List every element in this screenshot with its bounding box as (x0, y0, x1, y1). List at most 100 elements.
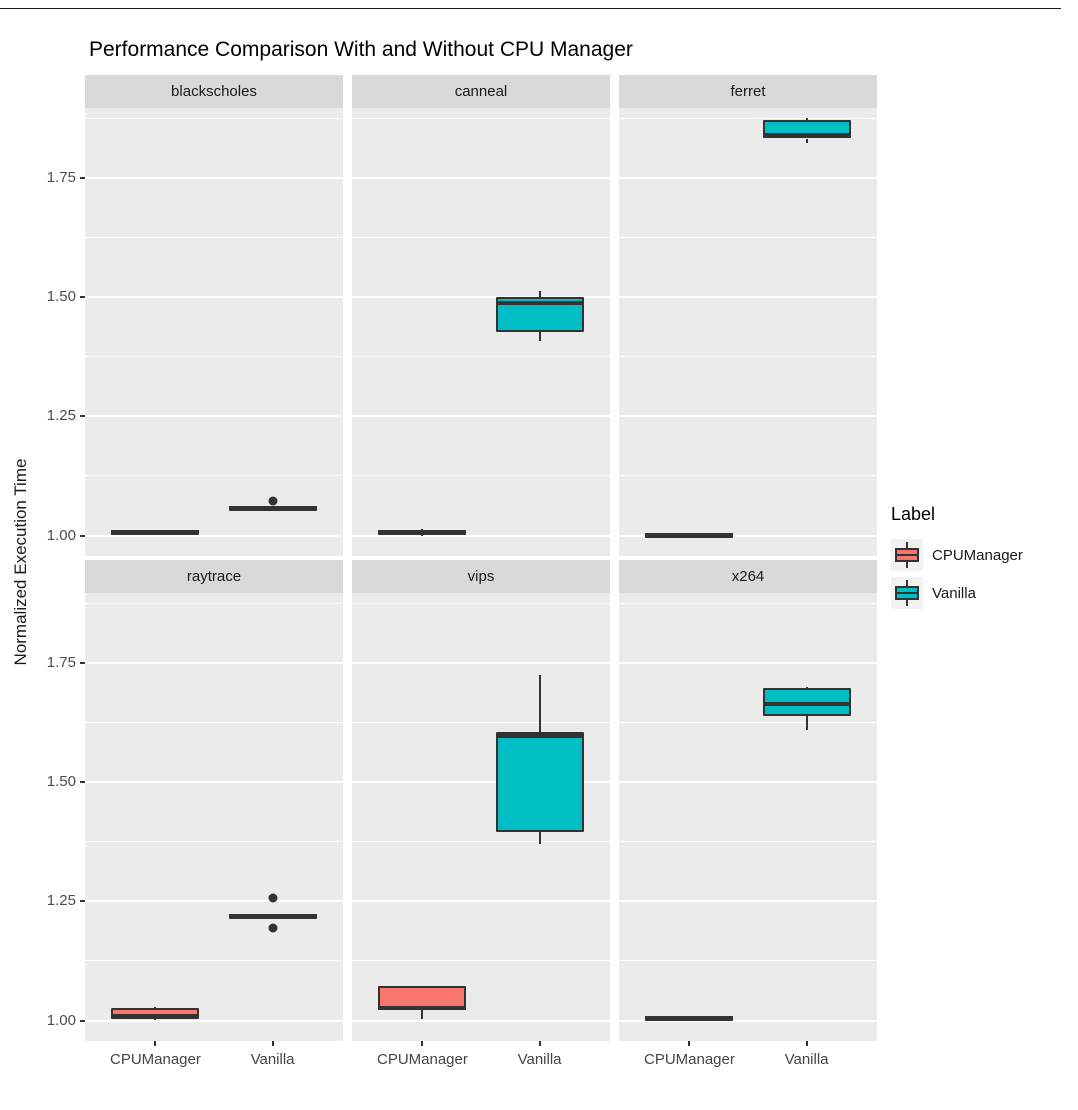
y-tick-mark (80, 177, 85, 180)
median-canneal-cpumanager (378, 530, 467, 535)
facet-panel-raytrace (85, 593, 343, 1041)
x-tick-label-cpumanager: CPUManager (376, 1051, 468, 1068)
facet-strip-vips: vips (352, 560, 610, 593)
gridline-major (85, 415, 343, 418)
whisker-lower-ferret-vanilla (805, 138, 808, 143)
y-tick-mark (80, 534, 85, 537)
y-tick-mark (80, 900, 85, 903)
legend-entries: CPUManager Vanilla (891, 539, 1023, 609)
x-tick-label-vanilla: Vanilla (250, 1051, 295, 1068)
gridline-minor (619, 475, 877, 477)
facet-panel-blackscholes (85, 108, 343, 556)
whisker-lower-vips-vanilla (538, 832, 541, 844)
gridline-major (85, 177, 343, 180)
x-tick-label-vanilla: Vanilla (784, 1051, 829, 1068)
y-tick-label: 1.25 (46, 892, 76, 910)
gridline-major (352, 534, 610, 537)
whisker-upper-ferret-vanilla (805, 118, 808, 120)
gridline-major (85, 296, 343, 299)
y-tick-label: 1.50 (46, 288, 76, 306)
whisker-upper-x264-vanilla (805, 686, 808, 688)
gridline-major (619, 415, 877, 418)
outlier-blackscholes-vanilla (268, 496, 278, 506)
facet-strip-blackscholes: blackscholes (85, 75, 343, 108)
gridline-minor (619, 237, 877, 239)
x-tick-label-cpumanager: CPUManager (109, 1051, 201, 1068)
legend: Label CPUManager Vanilla (891, 504, 1023, 615)
gridline-major (619, 534, 877, 537)
median-ferret-cpumanager (645, 532, 734, 537)
median-raytrace-cpumanager (111, 1013, 200, 1018)
legend-title: Label (891, 504, 936, 524)
y-tick-label: 1.00 (46, 1011, 76, 1029)
y-tick-mark (80, 662, 85, 665)
facet-panel-canneal (352, 108, 610, 556)
gridline-major (619, 781, 877, 784)
boxplot-key-icon (891, 577, 923, 609)
outlier-raytrace-vanilla (268, 923, 278, 933)
box-raytrace-cpumanager (111, 1007, 200, 1020)
x-tick-label-vanilla: Vanilla (517, 1051, 562, 1068)
gridline-major (619, 296, 877, 299)
whisker-lower-raytrace-cpumanager (154, 1019, 157, 1021)
whisker-lower-canneal-vanilla (538, 331, 541, 342)
gridline-major (619, 177, 877, 180)
gridline-minor (85, 117, 343, 119)
gridline-major (352, 296, 610, 299)
x-tick-mark (421, 1041, 424, 1046)
gridline-major (85, 1019, 343, 1022)
y-tick-label: 1.75 (46, 654, 76, 672)
x-tick-mark (154, 1041, 157, 1046)
facet-strip-raytrace: raytrace (85, 560, 343, 593)
gridline-minor (619, 841, 877, 843)
median-blackscholes-vanilla (228, 506, 317, 511)
x-tick-mark (688, 1041, 691, 1046)
facet-panel-ferret (619, 108, 877, 556)
boxplot-key-icon (891, 539, 923, 571)
gridline-minor (352, 960, 610, 962)
outlier-raytrace-vanilla (268, 893, 278, 903)
x-tick-mark (538, 1041, 541, 1046)
y-axis-title: Normalized Execution Time (11, 458, 30, 666)
median-x264-vanilla (762, 701, 851, 706)
median-ferret-vanilla (762, 133, 851, 138)
gridline-minor (352, 722, 610, 724)
facet-strip-x264: x264 (619, 560, 877, 593)
y-tick-label: 1.25 (46, 407, 76, 425)
gridline-major (619, 900, 877, 903)
gridline-minor (85, 602, 343, 604)
whisker-upper-canneal-vanilla (538, 291, 541, 298)
gridline-minor (352, 841, 610, 843)
gridline-minor (619, 602, 877, 604)
gridline-major (619, 1019, 877, 1022)
y-tick-label: 1.50 (46, 773, 76, 791)
median-blackscholes-cpumanager (111, 530, 200, 535)
x-tick-mark (271, 1041, 274, 1046)
x-tick-mark (805, 1041, 808, 1046)
facet-strip-ferret: ferret (619, 75, 877, 108)
y-tick-mark (80, 781, 85, 784)
median-vips-vanilla (495, 733, 584, 738)
gridline-minor (352, 117, 610, 119)
y-tick-mark (80, 1019, 85, 1022)
gridline-minor (85, 475, 343, 477)
gridline-major (619, 662, 877, 665)
legend-label: Vanilla (932, 584, 976, 602)
gridline-major (352, 900, 610, 903)
gridline-minor (352, 237, 610, 239)
median-x264-cpumanager (645, 1015, 734, 1020)
window-border-line (0, 8, 1061, 9)
box-vips-vanilla (495, 732, 584, 833)
y-tick-label: 1.00 (46, 526, 76, 544)
gridline-minor (619, 356, 877, 358)
y-tick-mark (80, 415, 85, 418)
median-raytrace-vanilla (228, 913, 317, 918)
median-vips-cpumanager (378, 1005, 467, 1010)
x-tick-label-cpumanager: CPUManager (643, 1051, 735, 1068)
gridline-major (352, 177, 610, 180)
whisker-lower-vips-cpumanager (421, 1010, 424, 1019)
gridline-minor (619, 722, 877, 724)
gridline-minor (85, 841, 343, 843)
whisker-upper-vips-vanilla (538, 675, 541, 733)
